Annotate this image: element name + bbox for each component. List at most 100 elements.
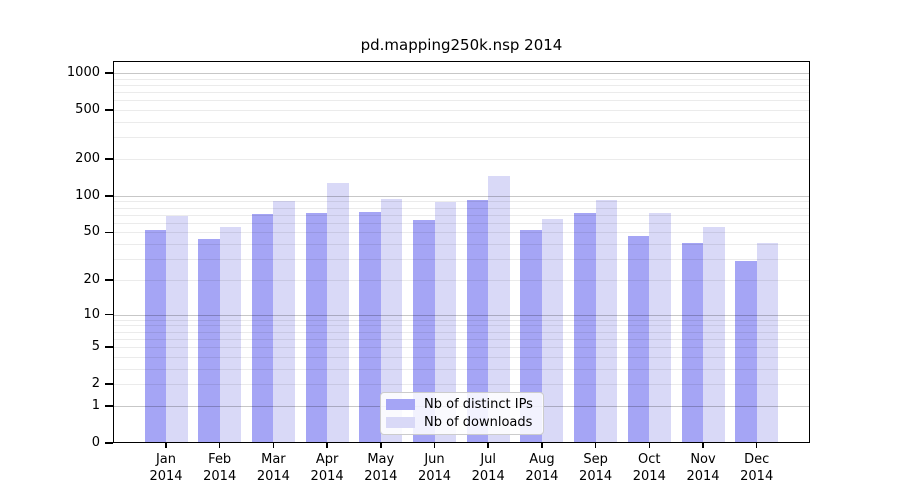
x-tick (433, 443, 436, 448)
x-tick (165, 443, 167, 448)
x-tick-label: Dec 2014 (740, 452, 774, 484)
y-tick (105, 442, 113, 444)
legend: Nb of distinct IPs Nb of downloads (380, 392, 544, 435)
bar-distinct-ips-dec (735, 260, 757, 443)
x-tick-label: Sep 2014 (579, 452, 613, 484)
y-tick-label: 1 (91, 397, 100, 413)
minor-gridline (113, 356, 810, 358)
x-tick-label: Feb 2014 (203, 452, 237, 484)
minor-gridline (113, 201, 810, 203)
x-tick (648, 443, 651, 448)
minor-gridline (113, 207, 810, 209)
minor-gridline (113, 78, 810, 80)
bar-distinct-ips-feb (198, 239, 220, 443)
bar-downloads-mar (273, 200, 295, 443)
bar-downloads-may (380, 198, 403, 443)
y-tick-label: 20 (83, 271, 100, 287)
bar-downloads-apr (327, 182, 349, 443)
x-tick-label: Jan 2014 (149, 452, 183, 484)
bar-downloads-aug (541, 219, 564, 443)
x-tick (541, 443, 543, 448)
legend-label-distinct-ips: Nb of distinct IPs (424, 396, 533, 412)
legend-swatch-downloads (386, 417, 415, 428)
chart-title: pd.mapping250k.nsp 2014 (360, 36, 563, 54)
minor-gridline (113, 137, 810, 139)
x-tick (487, 443, 489, 448)
y-tick-label: 5 (91, 339, 100, 354)
bar-distinct-ips-oct (627, 235, 650, 443)
minor-gridline (113, 159, 810, 160)
minor-gridline (113, 279, 810, 281)
minor-gridline (113, 347, 810, 348)
x-tick-label: Oct 2014 (632, 452, 666, 484)
legend-item-downloads: Nb of downloads (386, 414, 543, 430)
x-tick (702, 443, 704, 448)
x-tick (218, 443, 221, 448)
bar-distinct-ips-jul (466, 200, 489, 443)
minor-gridline (113, 92, 810, 94)
bar-distinct-ips-sep (574, 213, 596, 443)
bar-distinct-ips-jan (144, 230, 166, 443)
bar-distinct-ips-apr (305, 213, 328, 443)
y-tick-label: 100 (75, 187, 100, 203)
minor-gridline (113, 110, 810, 112)
x-tick-label: Aug 2014 (525, 452, 559, 484)
minor-gridline (113, 84, 810, 86)
y-tick (105, 195, 113, 197)
x-tick (594, 443, 597, 448)
y-tick (105, 346, 113, 348)
minor-gridline (113, 122, 810, 123)
bar-downloads-nov (703, 226, 725, 443)
y-tick (105, 158, 113, 160)
major-gridline (113, 73, 810, 74)
y-tick (105, 231, 113, 234)
x-tick (380, 443, 382, 448)
bar-distinct-ips-mar (251, 214, 274, 443)
y-tick (105, 313, 113, 316)
x-tick-label: Jul 2014 (471, 452, 505, 484)
y-tick (105, 109, 113, 111)
x-tick-label: Mar 2014 (256, 452, 290, 484)
minor-gridline (113, 214, 810, 216)
minor-gridline (113, 232, 810, 234)
legend-item-distinct-ips: Nb of distinct IPs (386, 396, 543, 412)
x-tick-label: Apr 2014 (310, 452, 344, 484)
y-tick-label: 0 (91, 435, 100, 450)
bar-downloads-dec (756, 242, 779, 443)
y-tick-label: 2 (91, 376, 100, 392)
bar-downloads-jul (488, 176, 510, 443)
minor-gridline (113, 319, 810, 321)
x-tick-label: Jun 2014 (417, 452, 452, 484)
minor-gridline (113, 368, 810, 370)
legend-label-downloads: Nb of downloads (424, 414, 533, 430)
x-tick-label: May 2014 (364, 452, 398, 484)
y-tick-label: 10 (83, 306, 100, 322)
minor-gridline (113, 222, 810, 224)
bar-downloads-feb (219, 226, 242, 443)
y-tick-label: 1000 (66, 65, 100, 80)
bar-downloads-oct (649, 213, 671, 443)
major-gridline (113, 314, 810, 316)
y-tick (105, 72, 113, 74)
y-tick-label: 500 (75, 102, 100, 118)
minor-gridline (113, 259, 810, 261)
x-tick (326, 443, 328, 448)
x-tick (755, 443, 758, 448)
bar-distinct-ips-jun (413, 220, 435, 443)
bar-distinct-ips-nov (681, 242, 703, 443)
legend-swatch-distinct-ips (386, 399, 415, 410)
y-tick (105, 279, 113, 281)
minor-gridline (113, 325, 810, 327)
major-gridline (113, 195, 810, 197)
minor-gridline (113, 331, 810, 333)
x-tick (272, 443, 275, 448)
y-tick-label: 200 (75, 151, 100, 166)
y-tick (105, 405, 113, 407)
bar-downloads-sep (595, 199, 618, 443)
bar-distinct-ips-may (359, 211, 381, 443)
bar-downloads-jun (434, 202, 456, 443)
minor-gridline (113, 100, 810, 102)
x-tick-label: Nov 2014 (686, 452, 720, 484)
bar-downloads-jan (166, 216, 188, 443)
